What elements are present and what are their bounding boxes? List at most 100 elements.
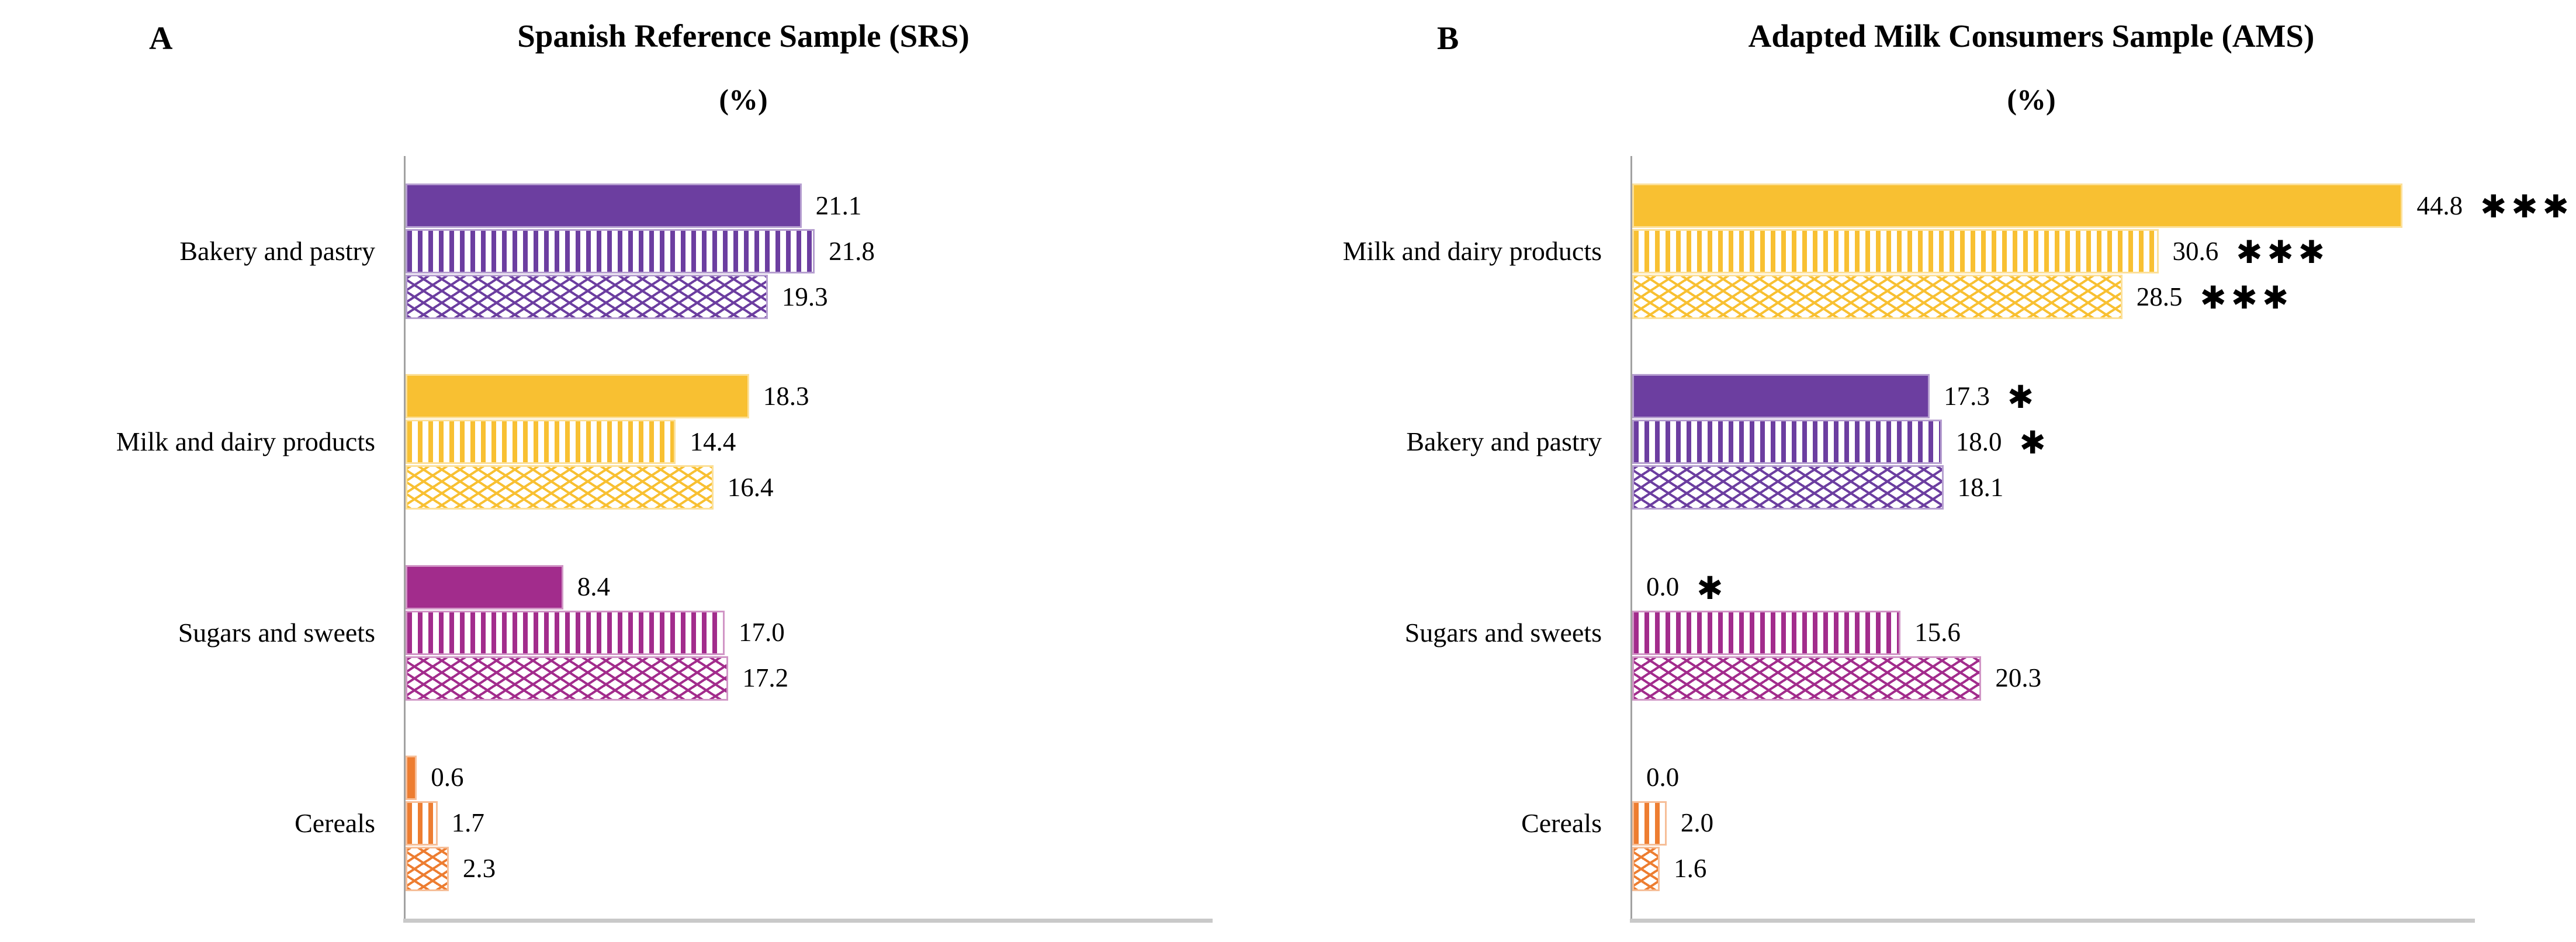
- category-group-milk-and-dairy-products: Milk and dairy products 18.3 14.4 16.4: [116, 347, 1213, 537]
- bar-stack: 44.8 ✱✱✱ 30.6 ✱✱✱ 28.5 ✱✱✱: [1632, 183, 2569, 320]
- value-label: 14.4: [690, 427, 736, 456]
- value-label: 17.2: [742, 663, 789, 693]
- value-label: 17.0: [738, 618, 785, 647]
- bar-diagonal-crosshatch: [1632, 275, 2123, 320]
- bar-row-diagonal-crosshatch: 16.4: [406, 465, 1213, 510]
- bar-stack: 0.0 ✱ 15.6 20.3: [1632, 565, 2475, 701]
- bar-row-solid: 0.0: [1632, 756, 2475, 800]
- value-label: 44.8: [2416, 191, 2463, 220]
- bar-row-solid: 17.3 ✱: [1632, 374, 2475, 419]
- plot-area: Milk and dairy products 44.8 ✱✱✱ 30.6 ✱✱…: [1343, 156, 2569, 923]
- significance-asterisks: ✱: [1696, 569, 1728, 607]
- bar-diagonal-crosshatch: [406, 275, 768, 320]
- bar-diagonal-crosshatch: [1632, 465, 1944, 510]
- bar-row-diagonal-crosshatch: 28.5 ✱✱✱: [1632, 275, 2475, 320]
- panel-title: Adapted Milk Consumers Sample (AMS): [1748, 18, 2315, 54]
- bar-stack: 17.3 ✱ 18.0 ✱ 18.1: [1632, 374, 2475, 510]
- panel-title-block: Adapted Milk Consumers Sample (AMS) (%): [1533, 18, 2529, 114]
- value-label: 1.6: [1674, 854, 1707, 884]
- bar-stack: 18.3 14.4 16.4: [406, 374, 1213, 510]
- category-groups: Milk and dairy products 44.8 ✱✱✱ 30.6 ✱✱…: [1343, 156, 2569, 919]
- bar-stack: 8.4 17.0 17.2: [406, 564, 1213, 701]
- bar-row-diagonal-crosshatch: 1.6: [1632, 846, 2475, 891]
- bar-diagonal-crosshatch: [1632, 846, 1660, 891]
- value-label: 21.1: [815, 191, 862, 220]
- category-group-sugars-and-sweets: Sugars and sweets 8.4 17.0 17.2: [178, 538, 1213, 728]
- bar-vertical-stripes: [1632, 229, 2159, 274]
- value-label: 20.3: [1995, 663, 2042, 693]
- bar-stack: 0.6 1.7 2.3: [406, 755, 1213, 891]
- value-label: 28.5: [2136, 282, 2183, 311]
- value-label: 30.6: [2172, 236, 2219, 266]
- category-label: Sugars and sweets: [178, 617, 375, 647]
- category-label: Milk and dairy products: [1342, 236, 1602, 266]
- bar-row-diagonal-crosshatch: 17.2: [406, 656, 1213, 701]
- bar-solid: [406, 755, 417, 800]
- significance-asterisks: ✱✱✱: [2480, 188, 2574, 226]
- bar-row-vertical-stripes: 30.6 ✱✱✱: [1632, 229, 2475, 274]
- bar-row-solid: 8.4: [406, 564, 1213, 609]
- value-label: 2.3: [462, 854, 496, 884]
- value-label: 1.7: [451, 808, 484, 838]
- category-label: Bakery and pastry: [179, 236, 375, 266]
- y-axis-line: [1630, 156, 1632, 919]
- bar-row-diagonal-crosshatch: 2.3: [406, 846, 1213, 891]
- bar-vertical-stripes: [406, 610, 725, 655]
- bar-row-vertical-stripes: 1.7: [406, 801, 1213, 846]
- panel-letter: B: [1437, 20, 1459, 57]
- bar-row-vertical-stripes: 2.0: [1632, 801, 2475, 846]
- bar-diagonal-crosshatch: [406, 656, 729, 701]
- category-label: Sugars and sweets: [1404, 617, 1602, 647]
- category-group-bakery-and-pastry: Bakery and pastry 21.1 21.8 19.3: [179, 156, 1213, 347]
- bar-row-solid: 44.8 ✱✱✱: [1632, 183, 2569, 228]
- plot-area: Bakery and pastry 21.1 21.8 19.3 Milk an…: [116, 156, 1213, 923]
- panel-title-block: Spanish Reference Sample (SRS) (%): [245, 18, 1241, 114]
- category-label: Bakery and pastry: [1406, 427, 1602, 457]
- category-label: Milk and dairy products: [116, 427, 375, 457]
- significance-asterisks: ✱✱✱: [2236, 234, 2329, 271]
- value-label: 8.4: [577, 572, 611, 602]
- bar-row-solid: 18.3: [406, 374, 1213, 419]
- bar-vertical-stripes: [1632, 420, 1942, 465]
- value-label: 19.3: [781, 282, 828, 311]
- panel-letter: A: [149, 20, 173, 57]
- value-label: 15.6: [1914, 618, 1961, 647]
- bar-row-vertical-stripes: 15.6: [1632, 610, 2475, 655]
- value-label: 2.0: [1680, 808, 1714, 838]
- panel-A: A Spanish Reference Sample (SRS) (%) Bak…: [116, 18, 1241, 923]
- panel-subtitle-percent: (%): [719, 83, 768, 116]
- y-axis-line: [404, 156, 406, 919]
- bar-stack: 21.1 21.8 19.3: [406, 183, 1213, 320]
- value-label: 18.0: [1955, 427, 2002, 456]
- value-label: 18.1: [1957, 472, 2004, 502]
- significance-asterisks: ✱: [2019, 424, 2051, 462]
- bar-solid: [406, 183, 802, 228]
- bar-solid: [406, 564, 563, 609]
- panel-title: Spanish Reference Sample (SRS): [517, 18, 970, 54]
- significance-asterisks: ✱✱✱: [2200, 279, 2294, 317]
- bar-diagonal-crosshatch: [1632, 656, 1982, 701]
- significance-asterisks: ✱: [2007, 379, 2039, 416]
- bar-stack: 0.0 2.0 1.6: [1632, 756, 2475, 891]
- bar-row-solid: 0.6: [406, 755, 1213, 800]
- bar-row-diagonal-crosshatch: 19.3: [406, 275, 1213, 320]
- value-label: 18.3: [763, 381, 809, 411]
- bar-diagonal-crosshatch: [406, 846, 449, 891]
- bar-row-vertical-stripes: 21.8: [406, 229, 1213, 274]
- x-baseline-line: [1630, 919, 2475, 923]
- bar-row-vertical-stripes: 18.0 ✱: [1632, 420, 2475, 465]
- category-group-cereals: Cereals 0.0 2.0 1.6: [1521, 728, 2475, 919]
- value-label: 17.3: [1944, 381, 1990, 411]
- category-label: Cereals: [1521, 808, 1602, 838]
- value-label: 16.4: [727, 472, 774, 502]
- bar-vertical-stripes: [406, 420, 676, 465]
- bar-vertical-stripes: [1632, 801, 1667, 846]
- value-label: 0.0: [1646, 763, 1680, 792]
- category-groups: Bakery and pastry 21.1 21.8 19.3 Milk an…: [116, 156, 1213, 919]
- bar-row-diagonal-crosshatch: 18.1: [1632, 465, 2475, 510]
- value-label: 0.6: [431, 763, 464, 792]
- bar-row-solid: 21.1: [406, 183, 1213, 228]
- bar-vertical-stripes: [406, 801, 438, 846]
- bar-vertical-stripes: [1632, 610, 1901, 655]
